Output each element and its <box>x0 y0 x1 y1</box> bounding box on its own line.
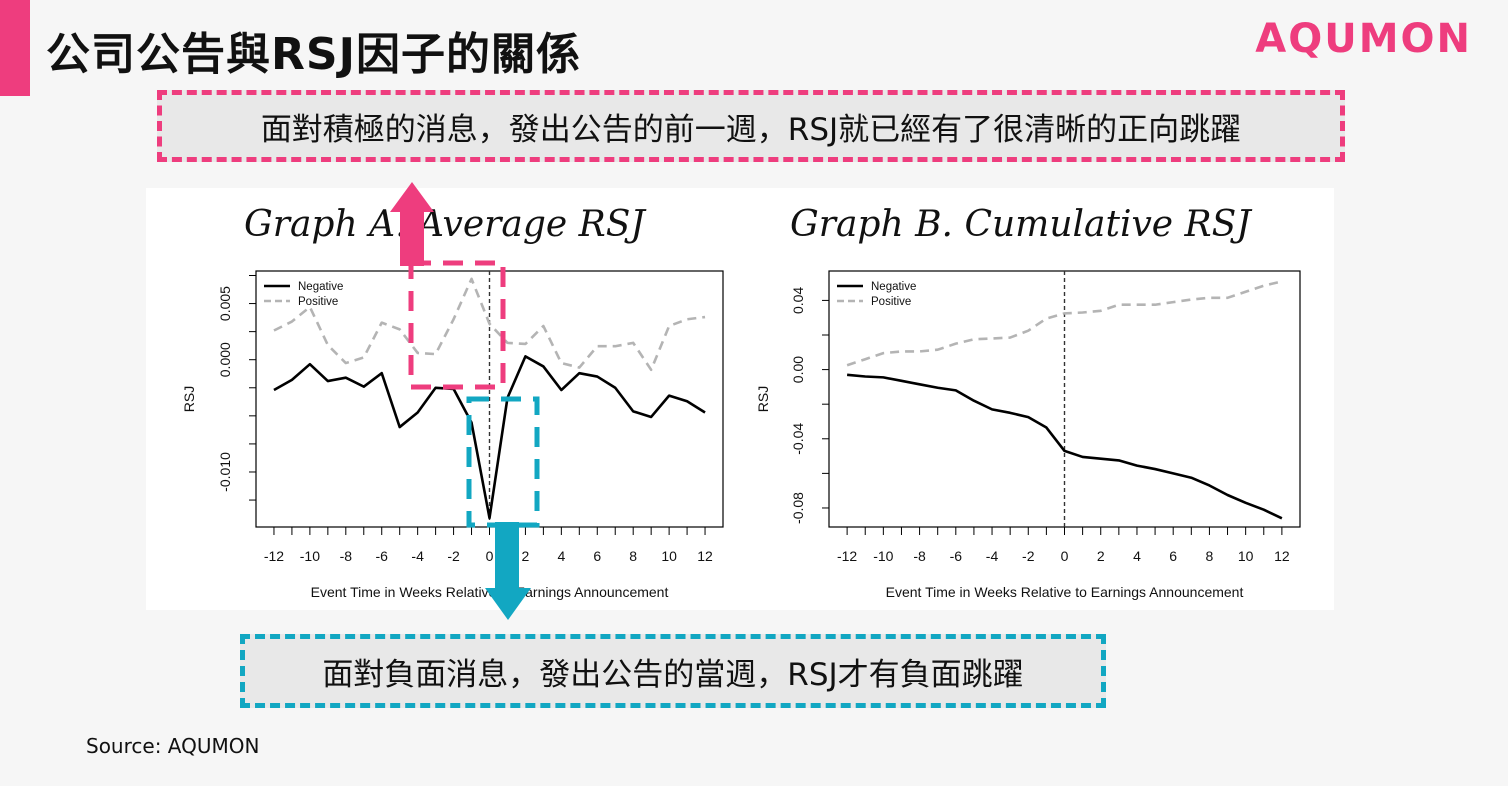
graph-b-ylabel: RSJ <box>755 386 771 412</box>
graph-b-xtick-label: 0 <box>1061 548 1069 564</box>
graph-b-xlabel: Event Time in Weeks Relative to Earnings… <box>886 584 1244 600</box>
graph-a-title: Graph A. Average RSJ <box>244 204 647 245</box>
graph-b-xtick-label: 8 <box>1206 548 1214 564</box>
graph-b-ytick-label: 0.00 <box>790 356 806 383</box>
graph-a-xtick-label: -10 <box>300 548 320 564</box>
graph-b-xtick-label: 10 <box>1238 548 1254 564</box>
callout-positive: 面對積極的消息，發出公告的前一週，RSJ就已經有了很清晰的正向跳躍 <box>157 90 1345 162</box>
graph-b-xtick-label: -8 <box>913 548 926 564</box>
graph-a-ylabel: RSJ <box>181 386 197 412</box>
arrow-up-icon <box>390 182 434 212</box>
graph-a-ytick-label: 0.005 <box>217 286 233 321</box>
callout-negative: 面對負面消息，發出公告的當週，RSJ才有負面跳躍 <box>240 634 1106 708</box>
graph-a-legend-label: Positive <box>298 296 338 308</box>
graph-b-ytick-label: 0.04 <box>790 287 806 314</box>
graph-b-ytick-label: -0.08 <box>790 492 806 524</box>
graph-a-ytick-label: -0.010 <box>217 452 233 492</box>
graph-b-ytick-label: -0.04 <box>790 423 806 455</box>
page-title: 公司公告與RSJ因子的關係 <box>46 29 581 80</box>
graph-b-xtick-label: -2 <box>1022 548 1035 564</box>
graph-b-xtick-label: 4 <box>1133 548 1141 564</box>
graph-a-xtick-label: 12 <box>697 548 713 564</box>
graph-a-ytick-label: 0.000 <box>217 342 233 377</box>
graph-b-xtick-label: 6 <box>1169 548 1177 564</box>
graph-a-xtick-label: 6 <box>593 548 601 564</box>
graph-b-xtick-label: 2 <box>1097 548 1105 564</box>
graph-b-xtick-label: -10 <box>873 548 893 564</box>
graph-a-legend-label: Negative <box>298 281 343 293</box>
graph-b-legend-label: Positive <box>871 296 911 308</box>
graph-a-xtick-label: 2 <box>522 548 530 564</box>
brand-logo: AQUMON <box>1255 16 1472 62</box>
arrow-down-shaft <box>495 522 519 588</box>
highlight-box-positive <box>408 260 506 390</box>
graph-b-title: Graph B. Cumulative RSJ <box>790 204 1253 245</box>
graph-b-xtick-label: 12 <box>1274 548 1290 564</box>
graph-a-xtick-label: -12 <box>264 548 284 564</box>
graph-a-series-positive <box>273 277 706 372</box>
graph-a-xtick-label: -8 <box>340 548 353 564</box>
chart-panel <box>146 188 1334 610</box>
graph-a-xtick-label: -4 <box>411 548 424 564</box>
graph-b-legend-label: Negative <box>871 281 916 293</box>
graph-b-series-positive <box>846 280 1283 367</box>
graph-b-xtick-label: -6 <box>950 548 963 564</box>
source-note: Source: AQUMON <box>86 734 260 758</box>
graph-a-xtick-label: 8 <box>629 548 637 564</box>
arrow-down-icon <box>485 588 531 620</box>
accent-bar <box>0 0 30 96</box>
graph-a-xtick-label: 4 <box>557 548 565 564</box>
graph-a-xtick-label: 10 <box>661 548 677 564</box>
graph-b-xtick-label: -4 <box>986 548 999 564</box>
graph-a-series-negative <box>273 355 706 520</box>
graph-a-xtick-label: -6 <box>376 548 389 564</box>
graph-b-xtick-label: -12 <box>837 548 857 564</box>
graph-b-series-negative <box>846 373 1283 520</box>
graph-a-xtick-label: -2 <box>447 548 460 564</box>
graph-a-xtick-label: 0 <box>486 548 494 564</box>
arrow-up-shaft <box>400 212 424 266</box>
